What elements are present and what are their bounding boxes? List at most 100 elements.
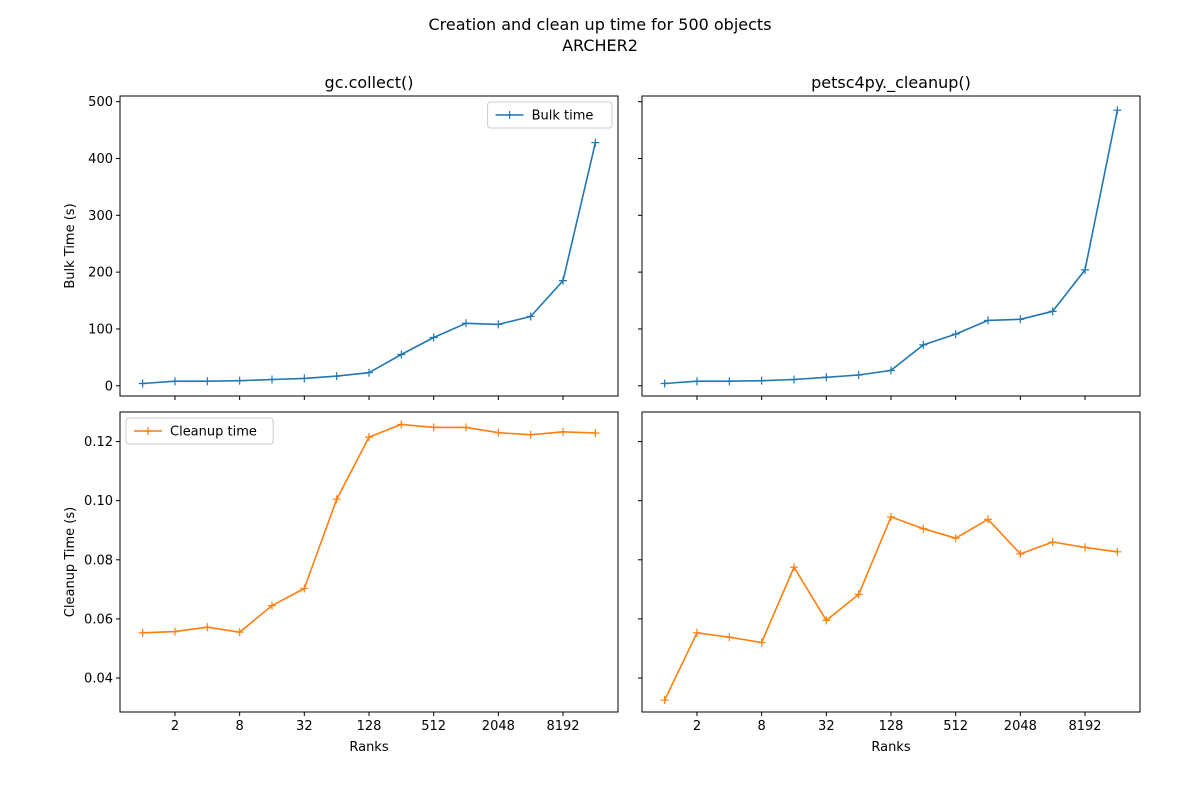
- x-tick-label: 2: [693, 719, 701, 734]
- data-point-marker: [822, 616, 831, 625]
- subplot-grid: 0 100 200 300 400 500 gc.collect() Bulk Time (s…: [63, 73, 1141, 755]
- legend: Bulk time: [487, 101, 613, 129]
- data-point-marker: [1113, 547, 1122, 556]
- x-tick-label: 8192: [546, 719, 579, 734]
- data-point-marker: [822, 373, 831, 382]
- data-point-marker: [725, 377, 734, 386]
- x-tick-label: 2048: [482, 719, 515, 734]
- data-point-marker: [692, 377, 701, 386]
- legend-marker: [505, 111, 514, 119]
- data-point-marker: [526, 430, 535, 439]
- x-tick-label: 512: [943, 719, 968, 734]
- data-point-marker: [1048, 307, 1057, 316]
- y-tick-label: 400: [88, 152, 113, 167]
- y-tick-label: 300: [88, 209, 113, 224]
- data-point-marker: [591, 428, 600, 437]
- data-point-marker: [725, 633, 734, 642]
- legend-box: [487, 101, 613, 129]
- legend: Cleanup time: [125, 417, 274, 445]
- data-point-marker: [757, 638, 766, 647]
- data-point-marker: [462, 423, 471, 432]
- data-point-marker: [138, 628, 147, 637]
- data-point-marker: [429, 423, 438, 432]
- data-point-marker: [397, 350, 406, 359]
- legend-box: [125, 417, 274, 445]
- x-tick-label: 8: [236, 719, 244, 734]
- y-tick-label: 0.12: [84, 435, 113, 450]
- plot-frame: [641, 411, 1141, 713]
- data-point-marker: [429, 333, 438, 342]
- data-point-marker: [660, 696, 669, 705]
- x-tick-label: 128: [879, 719, 904, 734]
- y-tick-label: 0.10: [84, 494, 113, 509]
- data-point-marker: [789, 375, 798, 384]
- figure-suptitle-line1: Creation and clean up time for 500 objec…: [428, 15, 771, 34]
- subplot-title: gc.collect(): [325, 73, 414, 92]
- data-point-marker: [365, 368, 373, 377]
- data-point-marker: [203, 623, 212, 632]
- subplot-3: 2 8 32 128 512 2048 8192 0.04 0.06 0.08 0.10 0.12 Ra…: [63, 411, 619, 755]
- data-point-marker: [984, 316, 993, 325]
- data-point-marker: [854, 590, 863, 599]
- x-tick-label: 2048: [1004, 719, 1037, 734]
- data-point-marker: [1113, 106, 1122, 115]
- data-point-marker: [591, 138, 600, 147]
- plot-frame: [641, 95, 1141, 397]
- data-point-marker: [951, 534, 960, 543]
- y-tick-label: 200: [88, 266, 113, 281]
- data-point-marker: [332, 495, 341, 504]
- data-point-marker: [462, 319, 471, 328]
- plot-frame: [119, 411, 619, 713]
- data-point-marker: [951, 330, 960, 339]
- data-point-marker: [235, 628, 244, 637]
- y-tick-label: 100: [88, 322, 113, 337]
- y-tick-label: 500: [88, 95, 113, 110]
- data-point-marker: [1016, 549, 1025, 558]
- x-axis-label: Ranks: [349, 740, 388, 755]
- x-tick-label: 32: [818, 719, 835, 734]
- data-point-marker: [887, 366, 895, 375]
- data-point-marker: [203, 377, 212, 386]
- subplot-2: petsc4py._cleanup(): [638, 73, 1141, 400]
- data-point-marker: [170, 627, 179, 636]
- plot-frame: [119, 95, 619, 397]
- x-tick-label: 128: [357, 719, 382, 734]
- data-point-marker: [887, 512, 895, 521]
- data-point-marker: [494, 428, 503, 437]
- data-point-marker: [660, 379, 669, 388]
- x-tick-label: 8192: [1068, 719, 1101, 734]
- legend-marker: [144, 427, 152, 435]
- x-tick-label: 8: [758, 719, 766, 734]
- x-axis-label: Ranks: [871, 740, 910, 755]
- data-point-marker: [526, 312, 535, 321]
- legend-label: Cleanup time: [170, 425, 257, 440]
- y-tick-label: 0.04: [84, 672, 113, 687]
- data-point-marker: [789, 563, 798, 572]
- subplot-title: petsc4py._cleanup(): [811, 73, 971, 93]
- y-tick-label: 0: [105, 379, 113, 394]
- x-tick-label: 512: [421, 719, 446, 734]
- data-point-marker: [984, 515, 993, 524]
- x-tick-label: 2: [171, 719, 179, 734]
- data-point-marker: [170, 377, 179, 386]
- data-point-marker: [559, 427, 568, 436]
- y-tick-label: 0.06: [84, 612, 113, 627]
- y-tick-label: 0.08: [84, 553, 113, 568]
- x-tick-label: 32: [296, 719, 313, 734]
- subplot-1: 0 100 200 300 400 500 gc.collect() Bulk Time (s…: [63, 73, 619, 400]
- data-point-marker: [300, 374, 309, 383]
- figure-suptitle-line2: ARCHER2: [562, 36, 638, 55]
- data-point-marker: [494, 320, 503, 329]
- data-point-marker: [365, 433, 373, 442]
- data-point-marker: [919, 524, 928, 533]
- data-point-marker: [300, 584, 309, 593]
- data-point-marker: [559, 276, 568, 285]
- y-axis-label: Cleanup Time (s): [63, 507, 78, 617]
- y-axis-label: Bulk Time (s): [63, 203, 78, 288]
- data-point-marker: [854, 370, 863, 379]
- subplot-4: 2 8 32 128 512 2048 8192 Ranks: [638, 411, 1141, 755]
- data-point-marker: [267, 601, 276, 610]
- data-point-marker: [919, 340, 928, 349]
